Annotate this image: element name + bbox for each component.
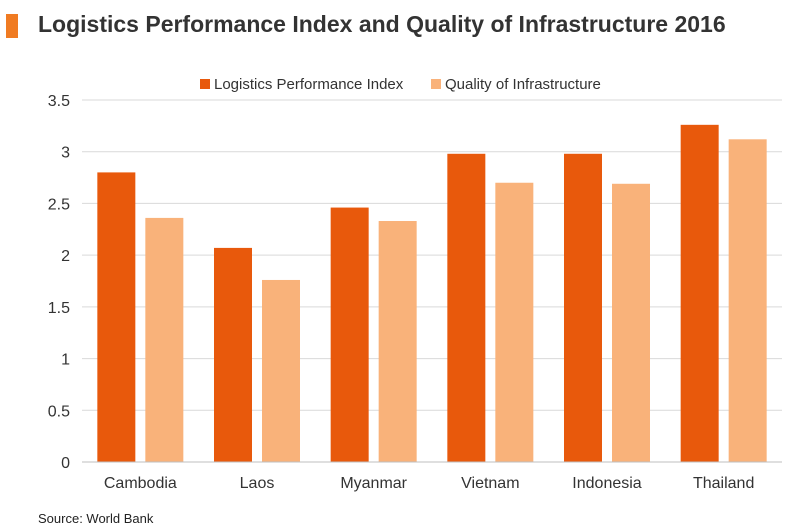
x-tick-label: Laos — [240, 475, 275, 492]
bar — [728, 139, 767, 462]
y-tick-label: 2.5 — [48, 196, 70, 213]
legend-swatch — [200, 79, 210, 89]
bar — [214, 247, 252, 462]
x-tick-label: Myanmar — [340, 475, 407, 492]
x-tick-label: Vietnam — [461, 475, 519, 492]
bar — [612, 183, 650, 462]
x-tick-label: Thailand — [693, 475, 754, 492]
y-tick-label: 1 — [61, 352, 70, 369]
x-tick-label: Indonesia — [572, 475, 641, 492]
bar — [495, 182, 534, 462]
y-tick-label: 0.5 — [48, 403, 70, 420]
bar — [262, 279, 300, 462]
bar — [564, 153, 602, 463]
title-accent-bar — [6, 14, 18, 38]
bar — [447, 153, 486, 463]
legend-label: Logistics Performance Index — [214, 76, 404, 93]
y-tick-label: 1.5 — [48, 300, 70, 317]
y-tick-label: 3.5 — [48, 93, 70, 110]
bar — [97, 172, 136, 462]
y-tick-label: 0 — [61, 455, 70, 472]
bar — [378, 221, 417, 462]
bar — [330, 207, 369, 462]
legend-swatch — [431, 79, 441, 89]
chart-title: Logistics Performance Index and Quality … — [38, 11, 726, 37]
y-tick-label: 2 — [61, 248, 70, 265]
legend-label: Quality of Infrastructure — [445, 76, 601, 93]
bar — [145, 217, 184, 462]
source-note: Source: World Bank — [38, 511, 154, 526]
bar — [680, 124, 719, 462]
x-tick-label: Cambodia — [104, 475, 177, 492]
y-tick-label: 3 — [61, 145, 70, 162]
